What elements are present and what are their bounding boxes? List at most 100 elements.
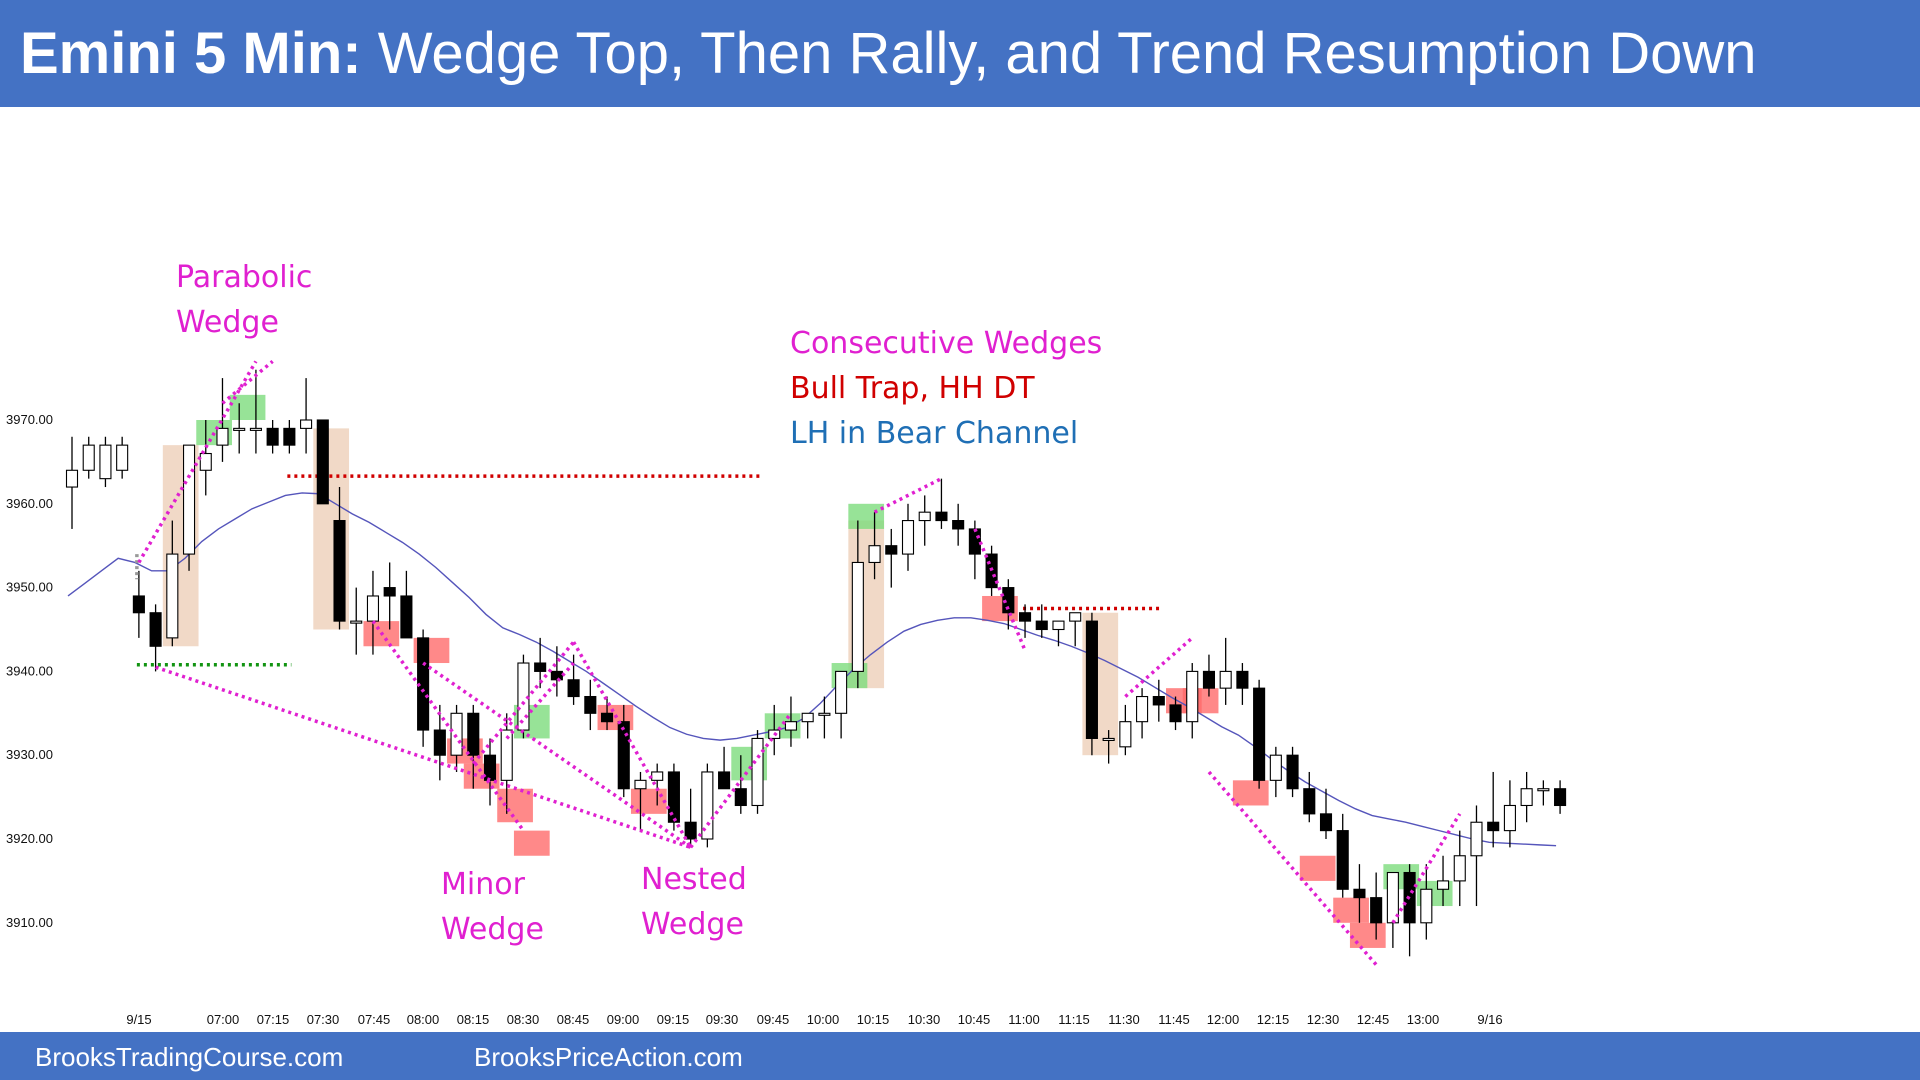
candle: [918, 495, 931, 546]
candle: [1236, 663, 1249, 705]
bear-candle-body: [734, 788, 747, 807]
brooks-trading-course-link[interactable]: BrooksTradingCourse.com: [35, 1042, 344, 1072]
bull-candle-body: [182, 444, 196, 555]
candle: [1537, 780, 1550, 806]
candle: [1386, 871, 1399, 948]
x-tick-label: 09:45: [757, 1012, 790, 1027]
candle: [450, 704, 463, 772]
bear-candle-body: [584, 695, 597, 714]
x-tick-label: 11:15: [1058, 1012, 1090, 1027]
bull-candle-body: [216, 427, 229, 446]
wedge-trend-line: [422, 661, 692, 849]
candle: [768, 704, 781, 756]
candle: [1520, 771, 1533, 823]
candle: [868, 512, 881, 580]
candle: [1136, 688, 1149, 739]
bull-candle-body: [65, 469, 79, 488]
candle: [1303, 771, 1316, 823]
bear-candle-body: [534, 662, 547, 672]
bear-candle-body: [968, 528, 981, 555]
page-title-text: Wedge Top, Then Rally, and Trend Resumpt…: [361, 21, 1757, 86]
x-tick-label: 08:15: [457, 1012, 490, 1027]
candle: [1219, 637, 1232, 705]
candle: [684, 788, 697, 848]
bear-highlight-box: [1299, 855, 1336, 881]
chart-annotation: Bull Trap, HH DT: [790, 371, 1035, 406]
bear-candle-body: [600, 712, 614, 723]
chart-annotation: Wedge: [441, 912, 544, 947]
bull-candle-body: [868, 545, 881, 564]
bull-candle-body: [634, 779, 647, 790]
bear-candle-body: [1319, 813, 1333, 832]
bear-candle-body: [333, 520, 346, 622]
candle: [249, 369, 262, 454]
bull-candle-body: [82, 444, 95, 471]
bear-candle-body: [483, 754, 497, 781]
candle: [1470, 805, 1483, 907]
bull-candle-body: [1269, 754, 1282, 781]
bear-candle-body: [1554, 788, 1567, 807]
candle: [65, 436, 79, 529]
y-tick-label: 3920.00: [6, 831, 53, 846]
candle: [784, 696, 798, 747]
candle: [1169, 696, 1182, 731]
candle: [1102, 730, 1115, 764]
candle: [1152, 679, 1165, 722]
candle: [1487, 771, 1500, 848]
title-banner: Emini 5 Min: Wedge Top, Then Rally, and …: [0, 0, 1920, 107]
candle: [801, 712, 814, 739]
x-tick-label: 09:30: [706, 1012, 739, 1027]
x-tick-label: 08:30: [507, 1012, 540, 1027]
y-tick-label: 3940.00: [6, 663, 53, 678]
bear-candle-body: [1303, 788, 1316, 815]
bull-candle-body: [751, 737, 764, 807]
brooks-price-action-link[interactable]: BrooksPriceAction.com: [474, 1042, 743, 1072]
bear-candle-body: [266, 427, 279, 446]
bear-candle-body: [1236, 670, 1249, 689]
page-title-prefix: Emini 5 Min:: [20, 21, 362, 86]
x-tick-label: 07:30: [307, 1012, 340, 1027]
bull-candle-body: [1052, 620, 1065, 631]
bull-candle-body: [199, 452, 212, 471]
x-tick-label: 09:00: [607, 1012, 640, 1027]
candle: [1403, 864, 1416, 957]
candle: [600, 696, 614, 731]
annotation-layer: Parabolic Wedge Consecutive Wedges Bull Tra…: [176, 260, 1102, 947]
candle: [1319, 788, 1333, 839]
candle: [851, 520, 864, 689]
y-tick-label: 3930.00: [6, 747, 53, 762]
bull-candle-body: [1219, 670, 1232, 689]
bear-candle-body: [1353, 888, 1366, 899]
bear-highlight-box: [1333, 897, 1369, 923]
bull-candle-body: [1520, 788, 1533, 807]
candle: [1253, 679, 1266, 789]
chart-annotation: Minor: [441, 867, 526, 902]
x-tick-label: 11:45: [1158, 1012, 1190, 1027]
y-tick-label: 3950.00: [6, 580, 53, 595]
bear-candle-body: [1018, 612, 1032, 622]
ema-layer: [67, 492, 1557, 847]
bear-candle-body: [1370, 897, 1383, 924]
candle: [300, 378, 313, 454]
candle: [952, 503, 965, 546]
candle: [400, 570, 413, 639]
page-title: Emini 5 Min: Wedge Top, Then Rally, and …: [20, 18, 1757, 90]
bear-highlight-box: [1349, 922, 1386, 948]
candle: [199, 420, 212, 496]
x-tick-label: 10:30: [908, 1012, 941, 1027]
bear-candle-body: [1152, 695, 1165, 706]
candle: [149, 604, 162, 672]
bull-candle-body: [1537, 788, 1550, 792]
chart-annotation: Wedge: [641, 907, 744, 942]
candle: [701, 763, 714, 848]
candle: [1119, 704, 1132, 756]
candle: [1336, 813, 1349, 898]
bear-candle-body: [132, 595, 145, 614]
candle: [818, 696, 831, 739]
bear-candle-body: [567, 679, 580, 698]
candle: [383, 562, 396, 630]
candle: [1286, 746, 1299, 798]
ema-20-line: [67, 492, 1557, 847]
footer-bar: BrooksTradingCourse.com BrooksPriceActio…: [0, 1032, 1920, 1080]
candle: [1353, 864, 1366, 923]
